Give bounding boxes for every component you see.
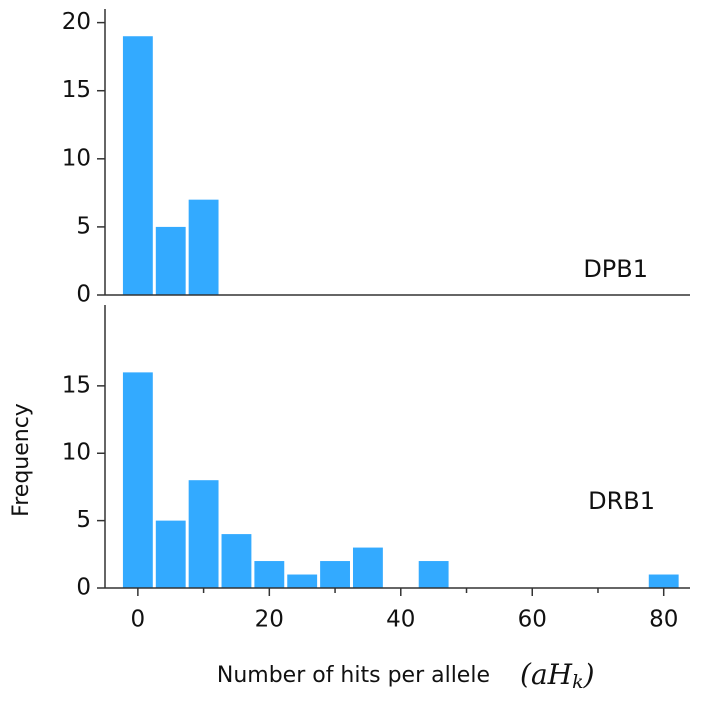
bar: [352, 547, 383, 588]
y-tick-label: 5: [76, 507, 91, 533]
y-tick-label: 10: [62, 440, 91, 466]
y-axis-title: Frequency: [9, 403, 34, 517]
y-tick-label: 15: [62, 372, 91, 398]
bar: [648, 574, 679, 588]
y-tick-label: 0: [76, 575, 91, 601]
y-tick-label: 0: [76, 282, 91, 308]
x-tick-label: 80: [649, 607, 678, 633]
x-tick-label: 0: [131, 607, 146, 633]
y-tick-label: 10: [62, 145, 91, 171]
panel-label: DPB1: [583, 255, 648, 283]
x-tick-label: 20: [255, 607, 284, 633]
panel-label: DRB1: [588, 487, 655, 515]
y-tick-label: 5: [76, 213, 91, 239]
bar: [155, 226, 186, 295]
x-axis-symbol: (aHk): [520, 658, 595, 694]
bar: [122, 36, 153, 295]
y-tick-label: 20: [62, 9, 91, 35]
paren: ): [583, 658, 595, 691]
x-tick-label: 40: [386, 607, 415, 633]
bar: [418, 561, 449, 588]
symbol: aH: [531, 658, 573, 691]
y-tick-label: 15: [62, 77, 91, 103]
bar: [320, 561, 350, 588]
bar: [188, 480, 219, 588]
bar: [221, 534, 252, 588]
bar: [188, 199, 219, 295]
bar: [155, 520, 186, 588]
x-tick-label: 60: [518, 607, 547, 633]
x-axis-title: Number of hits per allele: [217, 663, 490, 688]
symbol-sub: k: [572, 671, 584, 693]
bar: [254, 561, 285, 588]
bar: [287, 574, 318, 588]
bar: [122, 372, 153, 588]
